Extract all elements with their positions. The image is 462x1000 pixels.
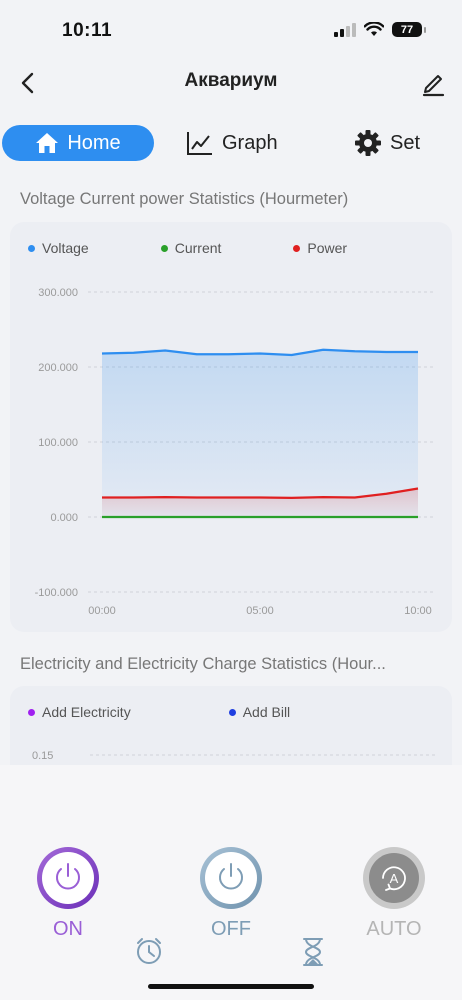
tab-set[interactable]: Set [354, 125, 420, 161]
auto-button[interactable]: A [363, 847, 425, 909]
voltage-chart-card: Voltage Current Power 300.000 200.000 100.… [10, 222, 452, 632]
electricity-y-tick: 0.15 [32, 750, 53, 762]
back-icon [21, 72, 34, 94]
back-button[interactable] [14, 68, 44, 98]
legend-add-electricity-dot [28, 708, 35, 716]
wifi-icon [364, 22, 384, 36]
home-icon [36, 133, 59, 153]
legend-add-bill-label: Add Bill [242, 704, 291, 720]
y-tick-label: 200.000 [38, 362, 78, 374]
countdown-button[interactable] [301, 937, 325, 967]
tab-home[interactable]: Home [2, 125, 154, 161]
off-label: OFF [211, 918, 251, 940]
page-title: Аквариум [184, 70, 278, 91]
tab-bar: Home Graph Set [0, 120, 462, 166]
y-tick-label: 300.000 [38, 287, 78, 299]
power-icon [219, 863, 243, 890]
signal-icon [334, 22, 356, 37]
legend-add-bill[interactable]: Add Bill [228, 704, 291, 720]
graph-icon [187, 132, 212, 155]
x-tick-label: 00:00 [88, 605, 116, 617]
x-tick-label: 10:00 [404, 605, 432, 617]
electricity-chart-legend: Add Electricity Add Bill [28, 704, 362, 720]
status-time: 10:11 [62, 20, 113, 41]
auto-icon: A [382, 866, 406, 891]
voltage-section-title: Voltage Current power Statistics (Hourme… [20, 190, 349, 208]
status-bar: 10:11 77 [0, 0, 462, 60]
legend-add-bill-dot [228, 708, 236, 716]
electricity-chart: 0.15 [32, 750, 436, 762]
y-tick-label: 100.000 [38, 437, 78, 449]
auto-label: AUTO [366, 918, 422, 940]
power-icon [56, 863, 80, 890]
status-icons: 77 [334, 22, 426, 37]
on-label: ON [53, 918, 83, 940]
tab-graph[interactable]: Graph [186, 125, 278, 161]
edit-button[interactable] [418, 68, 448, 98]
on-button[interactable] [37, 847, 99, 909]
legend-add-electricity-label: Add Electricity [42, 704, 131, 720]
legend-voltage-label: Voltage [42, 240, 89, 256]
control-panel: ON OFF A AUTO [0, 765, 462, 1000]
legend-power-label: Power [307, 240, 348, 256]
x-tick-label: 05:00 [246, 605, 274, 617]
schedule-button[interactable] [134, 935, 164, 967]
electricity-section-title: Electricity and Electricity Charge Stati… [20, 655, 386, 673]
tab-set-label: Set [390, 131, 421, 154]
legend-current-label: Current [174, 240, 222, 256]
voltage-chart-legend: Voltage Current Power [28, 240, 419, 256]
off-button[interactable] [200, 847, 262, 909]
edit-icon [422, 75, 445, 97]
legend-add-electricity[interactable]: Add Electricity [28, 704, 131, 720]
legend-power-dot [293, 244, 301, 252]
nav-bar: Аквариум [0, 60, 462, 110]
y-tick-label: 0.000 [50, 512, 78, 524]
legend-current-dot [160, 244, 168, 252]
legend-voltage-dot [28, 244, 35, 252]
battery-indicator: 77 [392, 22, 426, 37]
legend-power[interactable]: Power [293, 240, 347, 256]
home-indicator [148, 984, 314, 989]
series-area-voltage [102, 349, 418, 517]
timer-icon [137, 938, 161, 964]
gear-icon [355, 130, 381, 156]
legend-current[interactable]: Current [160, 240, 222, 256]
series-line-power [102, 487, 419, 499]
series-area-power [102, 488, 418, 517]
tab-home-label: Home [67, 131, 121, 154]
hourglass-icon [303, 938, 323, 966]
tab-graph-label: Graph [222, 131, 278, 154]
y-tick-label: -100.000 [35, 587, 78, 599]
voltage-current-power-chart: 300.000 200.000 100.000 0.000 -100.000 00:00 0… [35, 287, 436, 617]
svg-text:A: A [390, 871, 399, 886]
legend-voltage[interactable]: Voltage [28, 240, 89, 256]
series-line-voltage [101, 348, 418, 357]
